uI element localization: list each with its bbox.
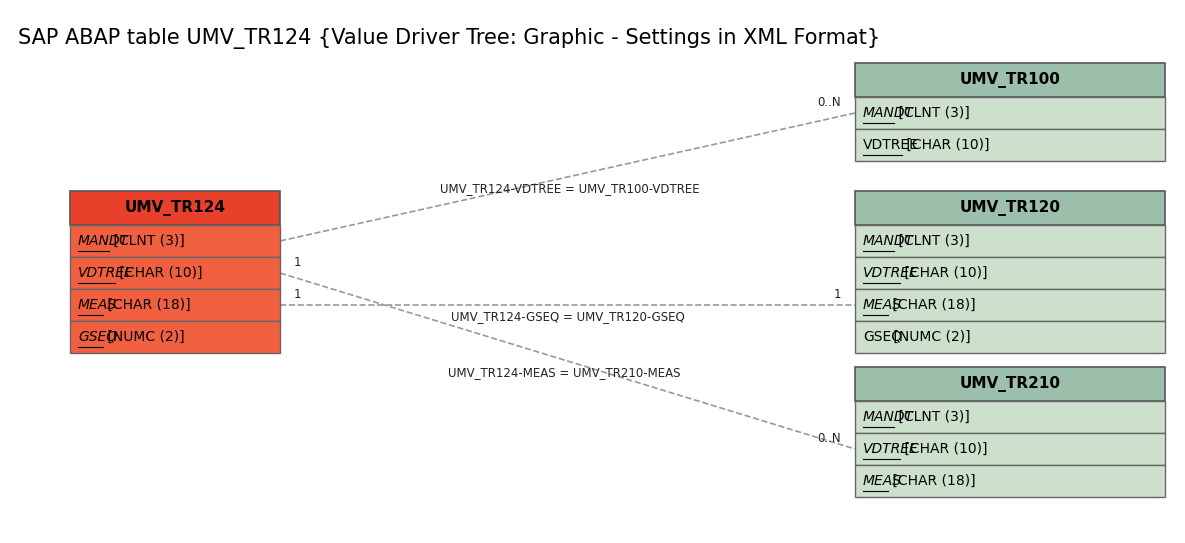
Text: UMV_TR120: UMV_TR120 [960,200,1061,216]
Text: GSEQ: GSEQ [78,330,117,344]
Text: MEAS: MEAS [863,298,902,312]
Text: UMV_TR124-MEAS = UMV_TR210-MEAS: UMV_TR124-MEAS = UMV_TR210-MEAS [448,366,680,379]
Text: 1: 1 [294,256,301,269]
Text: UMV_TR124: UMV_TR124 [124,200,225,216]
Text: [CLNT (3)]: [CLNT (3)] [109,234,185,248]
Text: [CHAR (10)]: [CHAR (10)] [115,266,203,280]
Bar [856,191,1165,225]
Text: [CLNT (3)]: [CLNT (3)] [893,106,969,120]
Text: [CLNT (3)]: [CLNT (3)] [893,234,969,248]
Text: VDTREE: VDTREE [863,138,918,152]
Text: [CHAR (18)]: [CHAR (18)] [888,474,975,488]
Text: MEAS: MEAS [78,298,117,312]
Text: UMV_TR124-GSEQ = UMV_TR120-GSEQ: UMV_TR124-GSEQ = UMV_TR120-GSEQ [450,311,685,324]
Text: [CLNT (3)]: [CLNT (3)] [893,410,969,424]
Bar [70,321,280,353]
Text: MANDT: MANDT [863,106,914,120]
Text: 1: 1 [294,288,301,301]
Text: [NUMC (2)]: [NUMC (2)] [889,330,971,344]
Text: VDTREE: VDTREE [863,442,918,456]
Bar [856,257,1165,289]
Text: MANDT: MANDT [863,410,914,424]
Bar [856,63,1165,97]
Text: MEAS: MEAS [863,474,902,488]
Bar [856,367,1165,401]
Text: UMV_TR124-VDTREE = UMV_TR100-VDTREE: UMV_TR124-VDTREE = UMV_TR100-VDTREE [441,182,700,195]
Bar [856,465,1165,497]
Text: UMV_TR100: UMV_TR100 [960,72,1061,88]
Bar [856,401,1165,433]
Bar [856,321,1165,353]
Text: 0..N: 0..N [818,96,841,109]
Text: SAP ABAP table UMV_TR124 {Value Driver Tree: Graphic - Settings in XML Format}: SAP ABAP table UMV_TR124 {Value Driver T… [18,28,880,49]
Text: MANDT: MANDT [863,234,914,248]
Text: [CHAR (18)]: [CHAR (18)] [888,298,975,312]
Bar [856,289,1165,321]
Text: [CHAR (10)]: [CHAR (10)] [901,442,988,456]
Bar [856,129,1165,161]
Bar [856,433,1165,465]
Text: [NUMC (2)]: [NUMC (2)] [103,330,185,344]
Text: [CHAR (10)]: [CHAR (10)] [902,138,989,152]
Text: 1: 1 [833,288,841,301]
Text: GSEQ: GSEQ [863,330,902,344]
Text: UMV_TR210: UMV_TR210 [960,376,1061,392]
Text: 0..N: 0..N [818,432,841,445]
Bar [856,225,1165,257]
Text: MANDT: MANDT [78,234,129,248]
Bar [70,257,280,289]
Text: VDTREE: VDTREE [863,266,918,280]
Bar [70,225,280,257]
Text: [CHAR (10)]: [CHAR (10)] [901,266,988,280]
Bar [856,97,1165,129]
Bar [70,191,280,225]
Text: VDTREE: VDTREE [78,266,134,280]
Bar [70,289,280,321]
Text: [CHAR (18)]: [CHAR (18)] [103,298,191,312]
